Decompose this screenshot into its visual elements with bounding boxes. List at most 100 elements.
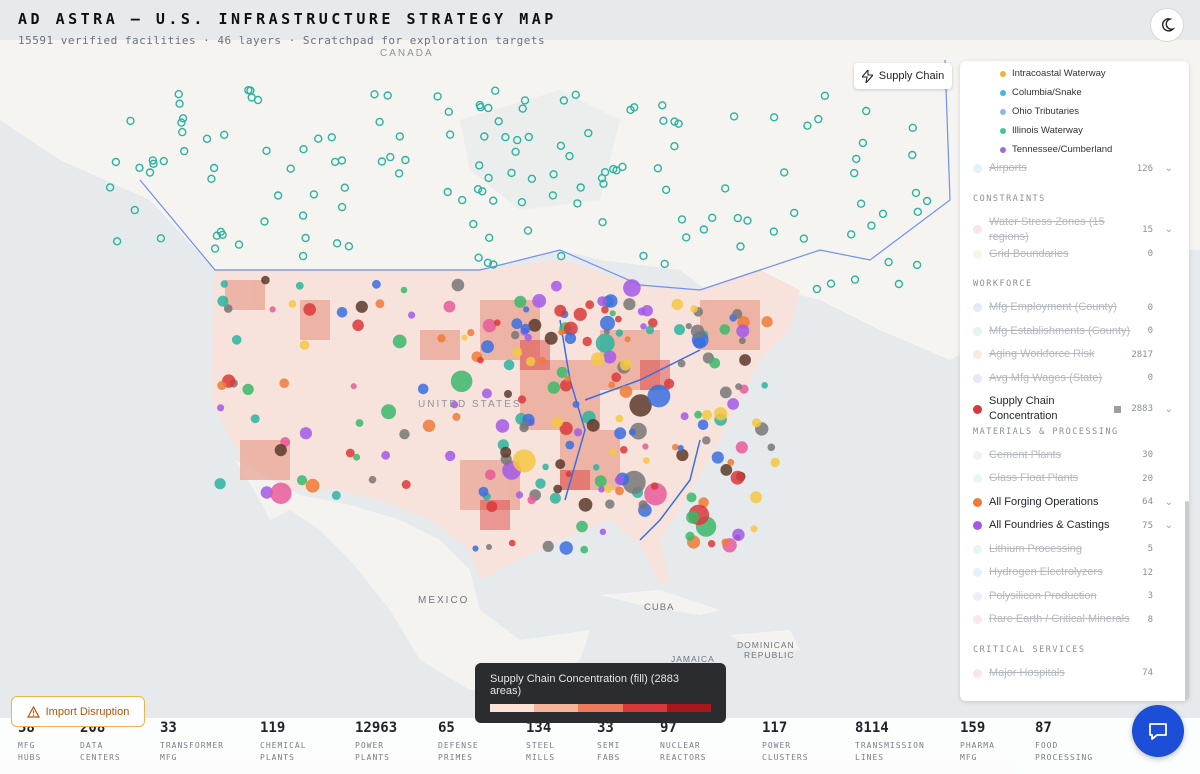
facility-marker[interactable] <box>179 146 189 156</box>
facility-marker[interactable] <box>694 410 702 419</box>
facility-marker[interactable] <box>615 486 624 496</box>
facility-marker[interactable] <box>600 315 615 331</box>
facility-marker[interactable] <box>711 451 724 464</box>
facility-marker[interactable] <box>894 279 904 289</box>
facility-marker[interactable] <box>614 475 625 485</box>
facility-marker[interactable] <box>591 352 605 366</box>
facility-marker[interactable] <box>584 128 593 138</box>
facility-marker[interactable] <box>177 118 186 127</box>
facility-marker[interactable] <box>520 96 530 105</box>
facility-marker[interactable] <box>814 114 823 124</box>
facility-marker[interactable] <box>582 336 592 347</box>
facility-marker[interactable] <box>544 331 558 345</box>
facility-marker[interactable] <box>564 375 571 382</box>
facility-marker[interactable] <box>645 325 655 335</box>
facility-marker[interactable] <box>729 112 739 121</box>
facility-marker[interactable] <box>576 183 585 192</box>
facility-marker[interactable] <box>337 202 347 212</box>
facility-marker[interactable] <box>481 388 492 399</box>
facility-marker[interactable] <box>680 412 689 421</box>
facility-marker[interactable] <box>394 169 404 178</box>
facility-marker[interactable] <box>660 259 669 269</box>
facility-marker[interactable] <box>148 156 158 165</box>
facility-marker[interactable] <box>383 91 392 100</box>
facility-marker[interactable] <box>526 356 536 367</box>
facility-marker[interactable] <box>443 187 452 197</box>
facility-marker[interactable] <box>799 234 809 243</box>
facility-marker[interactable] <box>126 116 135 126</box>
facility-marker[interactable] <box>780 168 789 177</box>
facility-marker[interactable] <box>555 459 566 470</box>
facility-marker[interactable] <box>273 191 283 200</box>
facility-marker[interactable] <box>603 350 617 364</box>
facility-marker[interactable] <box>549 492 561 504</box>
panel-scrollbar[interactable] <box>1185 501 1189 701</box>
facility-marker[interactable] <box>485 469 496 481</box>
facility-marker[interactable] <box>803 121 812 130</box>
waterway-item[interactable]: Columbia/Snake <box>1000 87 1082 98</box>
facility-marker[interactable] <box>721 538 729 546</box>
facility-marker[interactable] <box>614 427 627 440</box>
facility-marker[interactable] <box>223 304 233 313</box>
facility-marker[interactable] <box>770 457 780 468</box>
facility-marker[interactable] <box>595 333 615 353</box>
facility-marker[interactable] <box>867 221 876 230</box>
layer-toggle[interactable]: Major Hospitals 74 <box>973 666 1173 681</box>
facility-marker[interactable] <box>467 329 475 337</box>
chevron-down-icon[interactable]: ⌄ <box>1164 224 1173 235</box>
facility-marker[interactable] <box>480 132 489 141</box>
facility-marker[interactable] <box>551 280 562 292</box>
layer-toggle[interactable]: Water Stress Zones (15 regions) 15 ⌄ <box>973 215 1173 245</box>
facility-marker[interactable] <box>619 385 633 398</box>
facility-marker[interactable] <box>558 328 565 336</box>
layer-toggle[interactable]: Cement Plants 30 <box>973 448 1173 463</box>
facility-marker[interactable] <box>476 102 485 112</box>
facility-marker[interactable] <box>769 113 779 122</box>
facility-marker[interactable] <box>542 463 549 471</box>
facility-marker[interactable] <box>234 240 244 249</box>
facility-marker[interactable] <box>611 372 622 383</box>
facility-marker[interactable] <box>494 319 501 327</box>
facility-marker[interactable] <box>908 150 917 160</box>
facility-marker[interactable] <box>299 340 310 350</box>
chevron-down-icon[interactable]: ⌄ <box>1164 520 1173 531</box>
facility-marker[interactable] <box>514 295 527 308</box>
facility-marker[interactable] <box>650 482 659 490</box>
facility-marker[interactable] <box>653 164 663 173</box>
facility-marker[interactable] <box>547 381 560 394</box>
facility-marker[interactable] <box>690 305 698 313</box>
facility-marker[interactable] <box>685 531 695 541</box>
facility-marker[interactable] <box>296 475 308 486</box>
facility-marker[interactable] <box>511 147 520 157</box>
facility-marker[interactable] <box>628 428 636 436</box>
facility-marker[interactable] <box>820 91 830 101</box>
facility-marker[interactable] <box>219 130 229 140</box>
facility-marker[interactable] <box>573 307 587 321</box>
waterway-item[interactable]: Ohio Tributaries <box>1000 106 1079 117</box>
facility-marker[interactable] <box>912 260 922 270</box>
layer-toggle[interactable]: Grid Boundaries 0 <box>973 247 1173 262</box>
facility-marker[interactable] <box>524 132 533 142</box>
layer-toggle[interactable]: All Foundries & Castings 75 ⌄ <box>973 518 1173 533</box>
facility-marker[interactable] <box>623 279 641 297</box>
layer-toggle[interactable]: Hydrogen Electrolyzers 12 <box>973 565 1173 580</box>
facility-marker[interactable] <box>735 383 742 390</box>
facility-marker[interactable] <box>609 310 616 317</box>
facility-marker[interactable] <box>847 230 856 239</box>
chevron-down-icon[interactable]: ⌄ <box>1164 496 1173 508</box>
facility-marker[interactable] <box>355 300 368 313</box>
facility-marker[interactable] <box>174 89 183 99</box>
facility-marker[interactable] <box>733 213 742 223</box>
facility-marker[interactable] <box>400 286 408 294</box>
facility-marker[interactable] <box>913 207 922 217</box>
facility-marker[interactable] <box>483 258 493 267</box>
layer-toggle[interactable]: Lithium Processing 5 <box>973 542 1173 557</box>
waterway-item[interactable]: Intracoastal Waterway <box>1000 68 1106 79</box>
facility-marker[interactable] <box>370 90 379 99</box>
facility-marker[interactable] <box>178 114 188 123</box>
layer-toggle[interactable]: Mfg Establishments (County) 0 <box>973 324 1173 339</box>
facility-marker[interactable] <box>445 130 455 139</box>
facility-marker[interactable] <box>377 157 387 166</box>
chat-button[interactable] <box>1132 705 1184 757</box>
facility-marker[interactable] <box>381 404 397 420</box>
